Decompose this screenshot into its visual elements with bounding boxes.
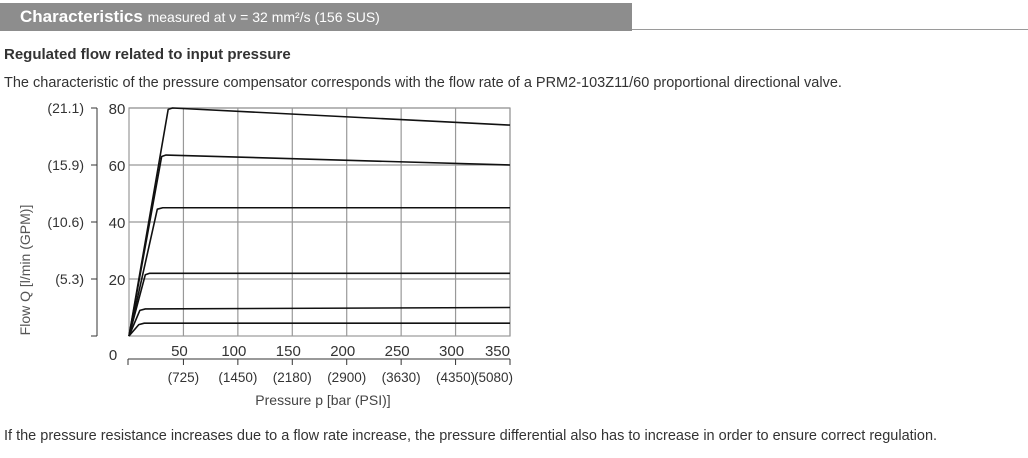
header-divider	[632, 29, 1028, 30]
x-tick-label-psi: (4350)	[436, 370, 475, 385]
header-title: Characteristics measured at ν = 32 mm²/s…	[20, 7, 380, 26]
x-tick-label-psi: (725)	[168, 370, 200, 385]
x-tick-label: 50	[171, 343, 188, 360]
y-tick-label: 40	[109, 215, 126, 232]
x-tick-label-psi: (2900)	[327, 370, 366, 385]
flow-curve-2	[128, 154, 511, 337]
y-tick-label-gpm: (5.3)	[55, 271, 84, 287]
header-subtitle: measured at ν = 32 mm²/s (156 SUS)	[147, 9, 380, 25]
flow-curve-1	[128, 107, 511, 337]
x-tick-label: 100	[221, 343, 246, 360]
x-tick-label: 350	[485, 343, 510, 360]
x-tick-label: 300	[439, 343, 464, 360]
y-tick-label: 80	[109, 101, 126, 118]
flow-curve-5	[128, 306, 511, 337]
footer-text: If the pressure resistance increases due…	[4, 428, 938, 444]
zero-label: 0	[109, 347, 117, 364]
y-tick-label-gpm: (15.9)	[47, 157, 84, 173]
x-tick-label-psi: (3630)	[382, 370, 421, 385]
flow-curve-3	[128, 206, 510, 337]
flow-curve-6	[128, 322, 510, 337]
y-tick-label-gpm: (21.1)	[47, 100, 84, 116]
x-tick-label: 200	[330, 343, 355, 360]
y-tick-label: 60	[109, 158, 126, 175]
x-axis-label: Pressure p [bar (PSI)]	[255, 392, 390, 408]
x-tick-label-psi: (5080)	[474, 370, 513, 385]
y-tick-label: 20	[109, 272, 126, 289]
section-header: Characteristics measured at ν = 32 mm²/s…	[0, 3, 632, 31]
x-tick-label-psi: (2180)	[273, 370, 312, 385]
y-tick-label-gpm: (10.6)	[47, 214, 84, 230]
x-tick-label: 150	[276, 343, 301, 360]
section-title: Regulated flow related to input pressure	[4, 46, 291, 63]
intro-text: The characteristic of the pressure compe…	[4, 75, 842, 91]
flow-pressure-chart: 50(725)100(1450)150(2180)200(2900)250(36…	[17, 100, 513, 408]
x-tick-label: 250	[385, 343, 410, 360]
x-tick-label-psi: (1450)	[218, 370, 257, 385]
y-axis-label: Flow Q [l/min (GPM)]	[17, 205, 33, 336]
flow-curve-4	[128, 272, 510, 337]
